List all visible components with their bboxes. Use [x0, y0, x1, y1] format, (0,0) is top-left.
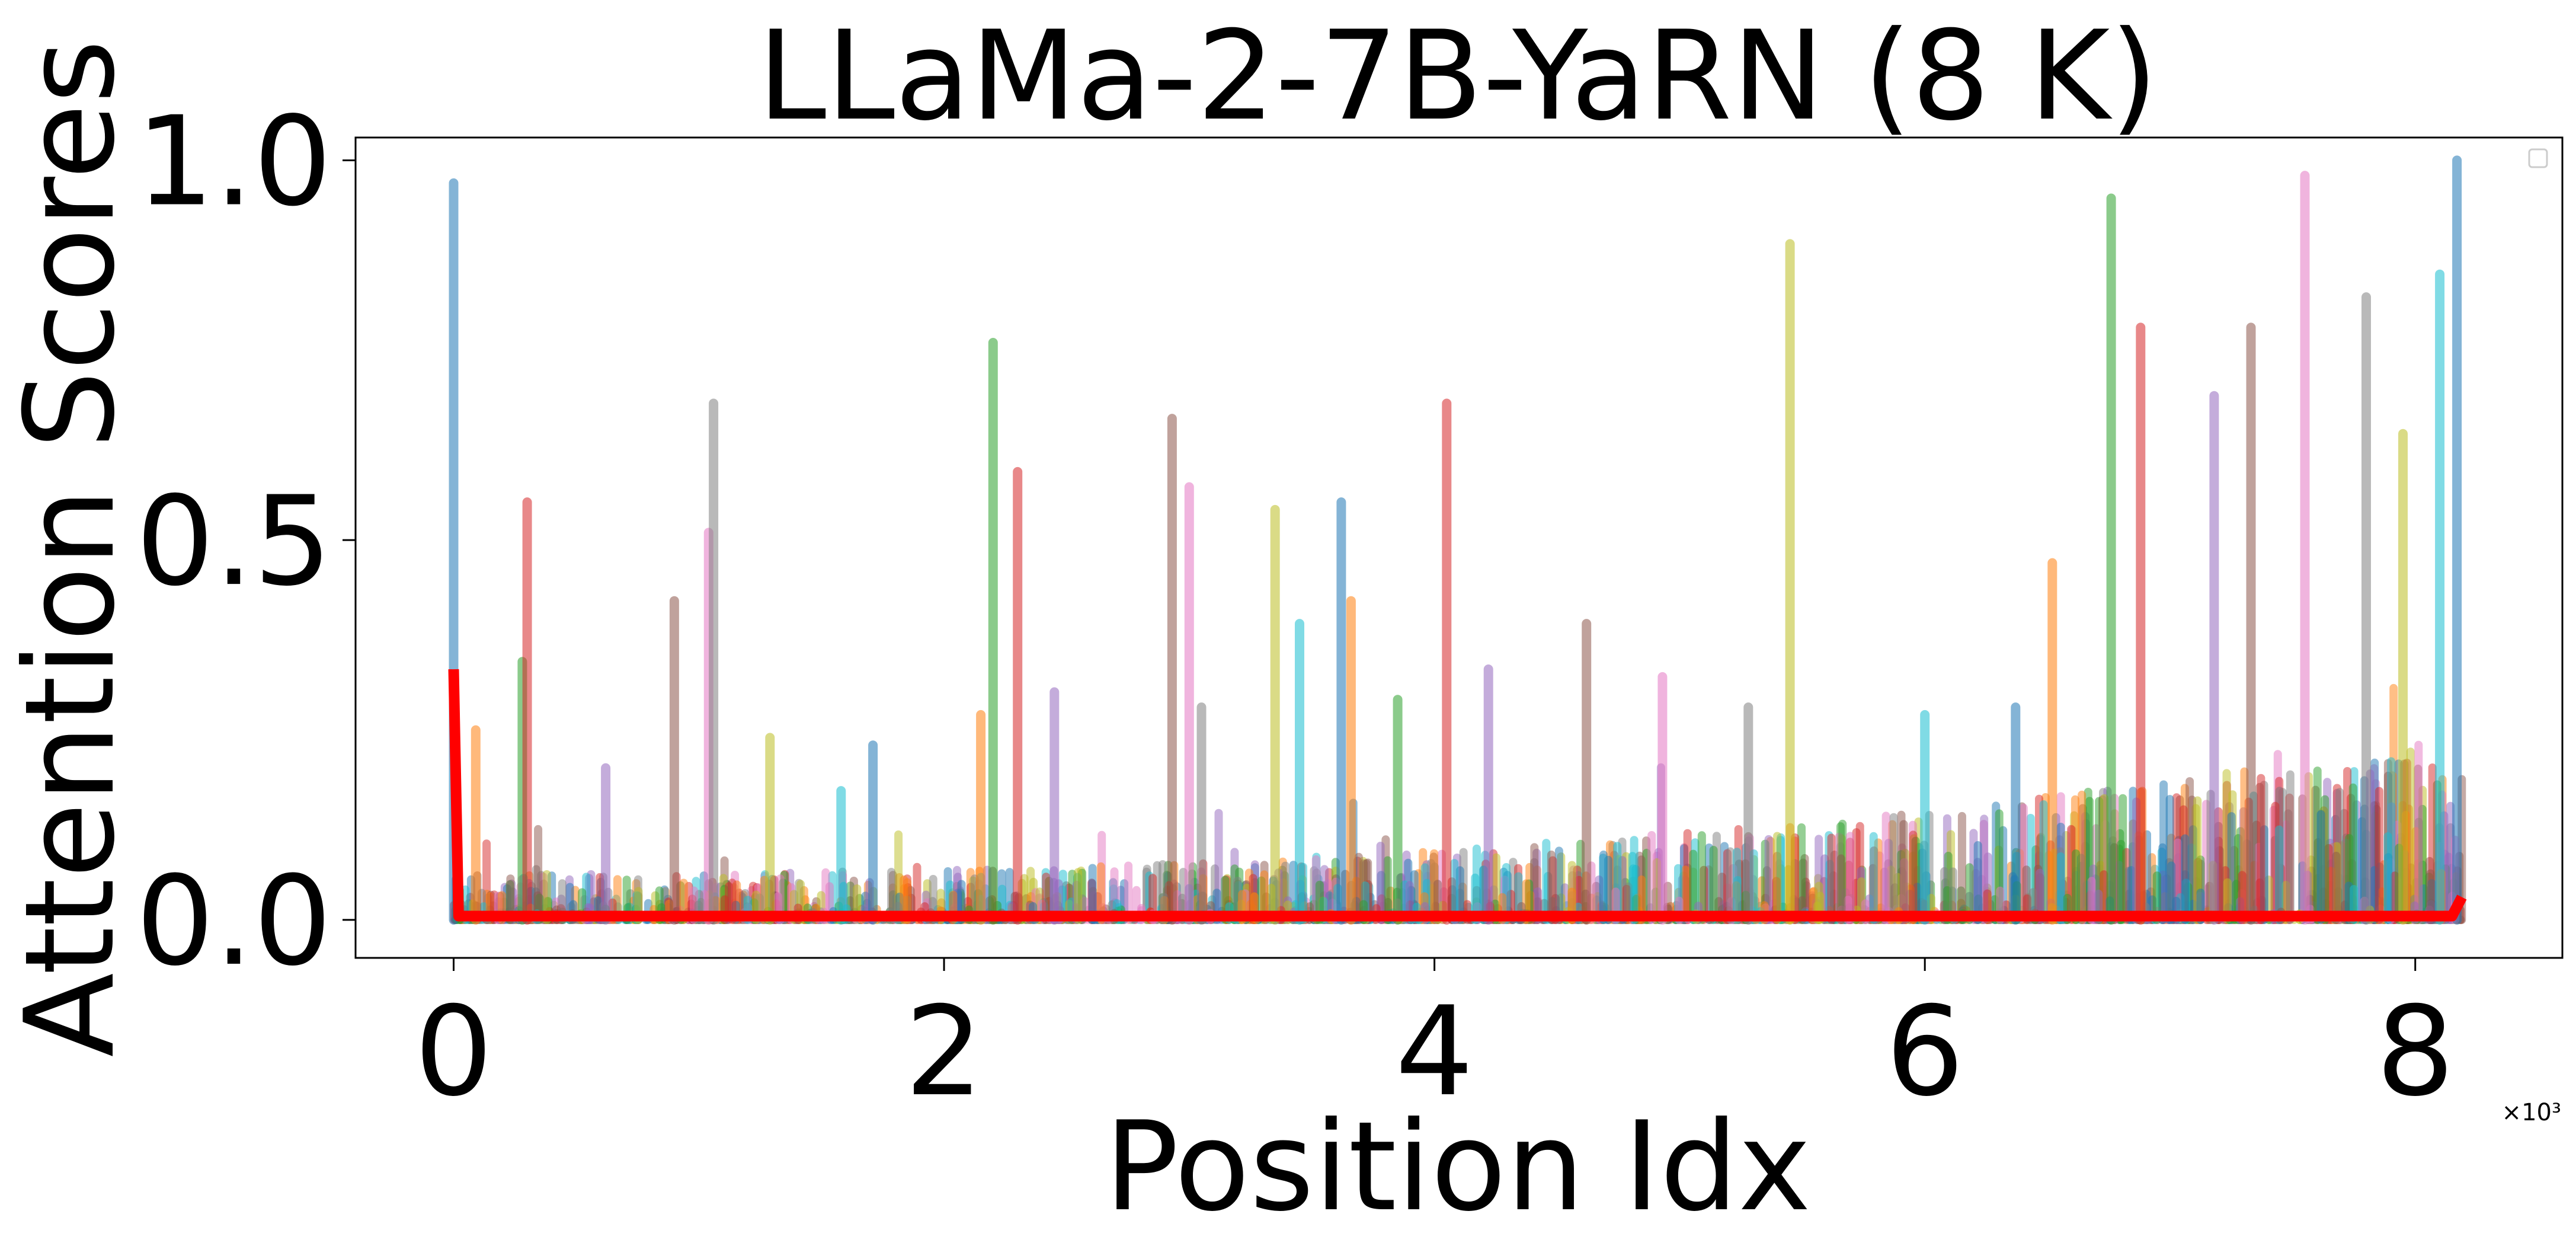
x-tick-label: 6 [1886, 980, 1964, 1124]
x-tick-label: 0 [414, 980, 492, 1124]
y-axis: 0.0 0.5 1.0 [136, 90, 356, 993]
x-tick-label: 8 [2376, 980, 2455, 1124]
peak-series [449, 155, 2462, 925]
noise-spikes [450, 683, 2466, 924]
y-tick-label: 1.0 [136, 90, 332, 234]
x-exponent-label: ×10³ [2502, 1099, 2561, 1126]
plot-frame [354, 136, 2564, 959]
empty-legend [2528, 148, 2548, 168]
highlight-series-line [448, 669, 2467, 922]
chart-title: LLaMa-2-7B-YaRN (8 K) [757, 5, 2158, 148]
x-tick-label: 4 [1395, 980, 1473, 1124]
y-tick-label: 0.0 [136, 850, 332, 993]
y-axis-label: Attention Scores [0, 39, 142, 1057]
x-tick-label: 2 [905, 980, 983, 1124]
y-tick-label: 0.5 [136, 470, 332, 613]
x-axis-label: Position Idx [1105, 1095, 1811, 1239]
x-axis: 0 2 4 6 8 [414, 958, 2455, 1124]
plot-area [448, 155, 2467, 925]
